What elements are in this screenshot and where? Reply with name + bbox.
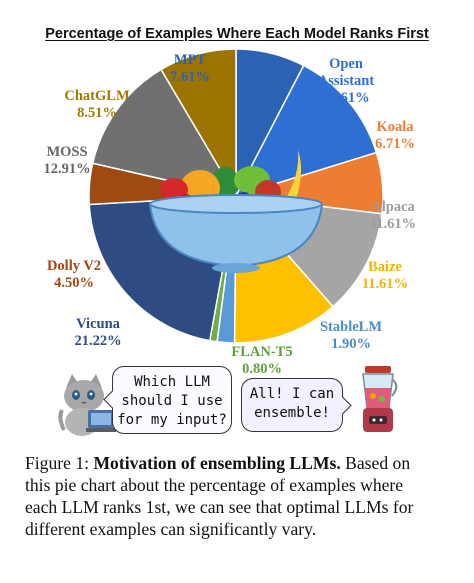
cat-with-laptop-icon: [58, 374, 116, 436]
caption-text: different examples can significantly var…: [25, 519, 317, 539]
slice-label-flan-t5: FLAN-T5 0.80%: [231, 344, 292, 377]
bubble-line: should I use: [121, 393, 223, 409]
slice-label-vicuna: Vicuna 21.22%: [74, 316, 121, 349]
blender-icon: [362, 366, 398, 432]
fruit-bowl-icon: [148, 150, 324, 273]
figure-caption: Figure 1: Motivation of ensembling LLMs.…: [25, 452, 465, 540]
slice-label-chatglm: ChatGLM 8.51%: [64, 88, 130, 121]
caption-text: each LLM ranks 1st, we can see that opti…: [25, 497, 414, 517]
slice-label-moss: MOSS 12.91%: [43, 144, 90, 177]
answer-speech-bubble: All! I can ensemble!: [241, 378, 352, 432]
slice-label-baize: Baize 11.61%: [362, 259, 408, 292]
pie-slice-moss: [91, 68, 238, 198]
bubble-line: ensemble!: [254, 405, 330, 421]
pie-chart: MPT 7.61% Open Assistant 12.61%Koala 6.71% Alp…: [43, 48, 416, 377]
slice-label-mpt: MPT 7.61%: [170, 52, 210, 85]
caption-bold-title: Motivation of ensembling LLMs.: [93, 453, 341, 473]
pie-slice-chatglm: [160, 48, 237, 199]
slice-label-stablelm: StableLM 1.90%: [320, 319, 382, 352]
bubble-line: Which LLM: [134, 374, 210, 390]
bubble-line: All! I can: [249, 386, 335, 402]
slice-label-dolly-v2: Dolly V2 4.50%: [47, 258, 101, 291]
bubble-line: for my input?: [117, 412, 227, 428]
slice-label-open-assistant: Open Assistant 12.61%: [318, 56, 375, 106]
caption-text: Based on: [345, 453, 411, 473]
slice-label-koala: Koala 6.71%: [375, 119, 415, 152]
chart-title: Percentage of Examples Where Each Model …: [45, 26, 429, 42]
caption-text: this pie chart about the percentage of e…: [25, 475, 404, 495]
question-speech-bubble: Which LLM should I use for my input?: [103, 366, 232, 434]
caption-label: Figure 1:: [25, 453, 90, 473]
slice-label-alpaca: Alpaca 11.61%: [370, 199, 416, 232]
